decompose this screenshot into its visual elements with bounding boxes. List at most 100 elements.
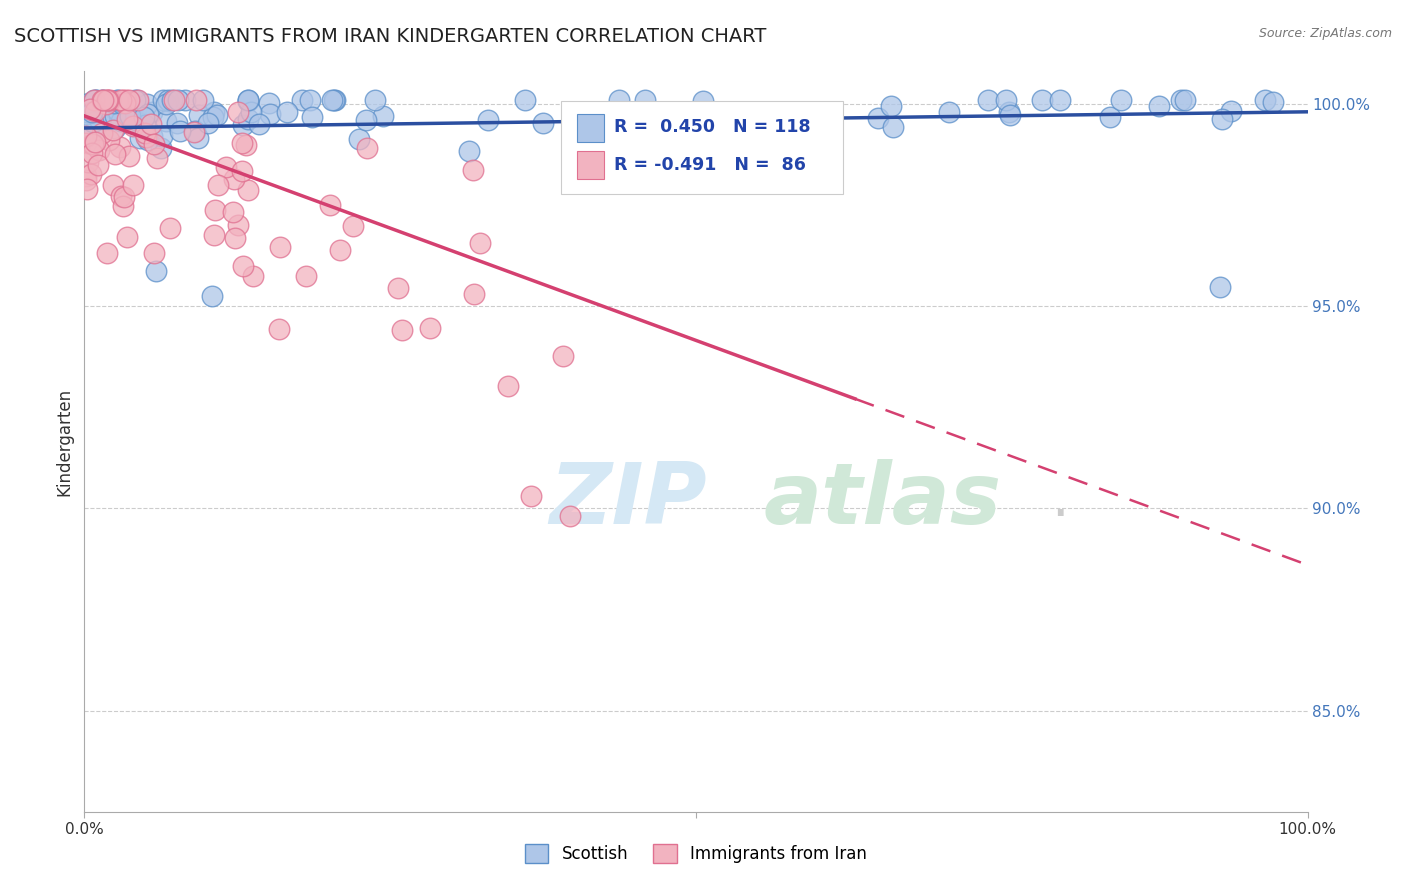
Point <box>1109 93 1132 107</box>
Point <box>128 131 150 145</box>
Point <box>76 105 98 120</box>
Point <box>224 172 246 186</box>
Point <box>238 183 260 197</box>
Point <box>86 93 108 107</box>
Point <box>97 93 120 107</box>
Point <box>134 129 156 144</box>
Point <box>226 218 249 232</box>
Point <box>75 107 97 121</box>
Point <box>75 173 97 187</box>
Point <box>520 489 543 503</box>
Point <box>134 118 156 132</box>
Point <box>301 110 323 124</box>
Point <box>82 115 104 129</box>
Point <box>141 104 163 119</box>
Point <box>110 96 132 111</box>
Point <box>321 93 343 107</box>
Point <box>114 96 136 111</box>
Point <box>91 93 114 107</box>
Point <box>162 93 184 107</box>
Point <box>232 118 254 132</box>
Point <box>127 93 149 107</box>
Point <box>231 136 253 151</box>
Point <box>87 143 110 157</box>
Point <box>75 112 97 127</box>
Point <box>728 104 751 119</box>
Point <box>531 116 554 130</box>
Point <box>156 93 179 107</box>
Point <box>105 94 128 108</box>
Point <box>709 104 731 119</box>
Point <box>84 103 107 118</box>
Point <box>1049 93 1071 107</box>
Point <box>239 105 262 120</box>
Point <box>818 111 841 125</box>
Point <box>1170 93 1192 107</box>
Point <box>143 245 166 260</box>
Point <box>257 96 280 111</box>
Point <box>329 244 352 258</box>
Point <box>138 107 160 121</box>
Point <box>236 94 259 108</box>
Point <box>136 96 159 111</box>
Point <box>94 96 117 111</box>
Point <box>146 152 169 166</box>
Point <box>87 158 110 172</box>
Point <box>1253 93 1275 107</box>
Point <box>104 121 127 136</box>
Point <box>118 116 141 130</box>
Point <box>118 149 141 163</box>
Point <box>235 138 257 153</box>
Point <box>115 112 138 126</box>
Point <box>115 93 138 107</box>
Point <box>994 93 1017 107</box>
Point <box>391 323 413 337</box>
Text: R =  0.450   N = 118: R = 0.450 N = 118 <box>614 118 811 136</box>
Point <box>118 111 141 125</box>
Point <box>232 260 254 274</box>
Point <box>118 93 141 107</box>
Point <box>83 93 105 107</box>
Text: R = -0.491   N =  86: R = -0.491 N = 86 <box>614 156 806 174</box>
Point <box>224 230 246 244</box>
Point <box>96 93 118 107</box>
Point <box>1098 110 1121 124</box>
Text: Source: ZipAtlas.com: Source: ZipAtlas.com <box>1258 27 1392 40</box>
Point <box>124 93 146 107</box>
Point <box>117 230 139 244</box>
Point <box>111 93 134 107</box>
Point <box>1209 280 1232 294</box>
Point <box>202 110 225 124</box>
Text: atlas: atlas <box>763 459 1001 542</box>
Point <box>183 125 205 139</box>
Point <box>1220 103 1243 118</box>
Point <box>319 198 342 212</box>
Point <box>201 289 224 303</box>
Point <box>91 93 114 107</box>
Point <box>515 93 537 107</box>
Point <box>356 113 378 128</box>
Point <box>79 102 101 116</box>
Point <box>143 136 166 151</box>
Point <box>657 108 679 122</box>
Point <box>104 109 127 123</box>
Point <box>152 93 174 107</box>
Point <box>558 509 581 524</box>
Point <box>84 93 107 107</box>
Point <box>242 268 264 283</box>
Point <box>150 129 173 144</box>
Point <box>347 132 370 146</box>
Point <box>187 108 209 122</box>
Point <box>977 93 1000 107</box>
Point <box>97 133 120 147</box>
Point <box>1031 93 1053 107</box>
Point <box>107 93 129 107</box>
Point <box>79 167 101 181</box>
Point <box>159 221 181 235</box>
Point <box>136 133 159 147</box>
Point <box>125 93 148 107</box>
FancyBboxPatch shape <box>578 151 605 178</box>
Point <box>276 104 298 119</box>
Point <box>419 321 441 335</box>
Point <box>84 135 107 149</box>
